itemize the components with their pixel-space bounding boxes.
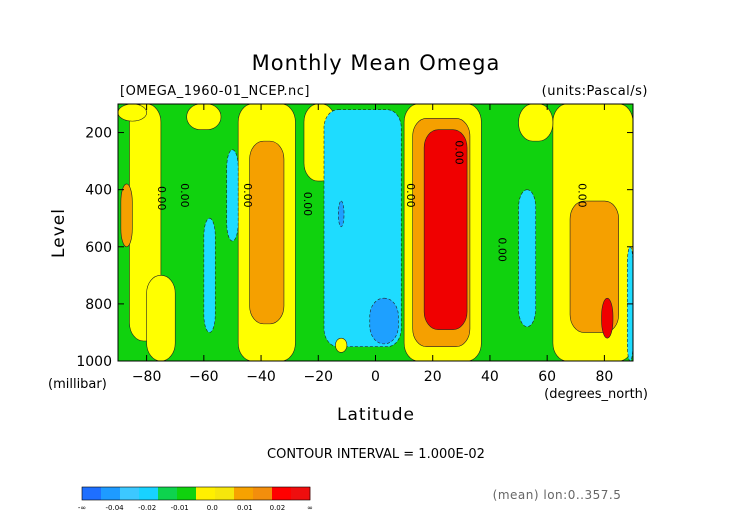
plot-area: 0.00 0.00 0.00 0.00 0.00 0.00 0.00 0.00 −80 −60 −4…	[76, 103, 634, 385]
x-tick-label-7: 60	[538, 369, 556, 385]
y-axis-label: Level	[49, 208, 69, 258]
x-tick-label-5: 20	[424, 369, 442, 385]
contour-region-2	[146, 275, 176, 361]
colorbar-swatch-6	[196, 487, 216, 500]
contour-region-8	[186, 104, 222, 130]
footnote-label: (mean) lon:0..357.5	[493, 488, 622, 502]
colorbar-frame	[81, 486, 311, 501]
x-tick-label-1: −60	[189, 369, 219, 385]
colorbar: -∞ -0.04 -0.02 -0.01 0.0 0.01 0.02 ∞	[78, 486, 313, 512]
x-tick-label-8: 80	[595, 369, 613, 385]
contour-interval-label: CONTOUR INTERVAL = 1.000E-02	[267, 447, 485, 462]
file-label: [OMEGA_1960-01_NCEP.nc]	[120, 84, 310, 99]
contour-region-19	[601, 297, 614, 339]
colorbar-swatch-9	[253, 487, 273, 500]
colorbar-swatch-5	[177, 487, 197, 500]
colorbar-label-2: -0.02	[138, 504, 156, 512]
contour-label-1: 0.00	[178, 183, 191, 208]
x-tick-label-2: −40	[246, 369, 276, 385]
units-label: (units:Pascal/s)	[542, 84, 648, 99]
contour-label-6: 0.00	[496, 237, 509, 262]
contour-label-7: 0.00	[576, 183, 589, 208]
y-tick-label-0: 200	[85, 126, 112, 142]
x-axis-units: (degrees_north)	[544, 387, 648, 402]
colorbar-swatch-0	[82, 487, 102, 500]
contour-label-0: 0.00	[155, 186, 168, 211]
contour-label-4: 0.00	[404, 183, 417, 208]
colorbar-label-0: -∞	[78, 504, 86, 512]
contour-region-12	[338, 200, 345, 228]
contour-label-3: 0.00	[301, 192, 314, 217]
colorbar-swatch-4	[158, 487, 178, 500]
contour-region-21	[335, 337, 348, 353]
colorbar-label-1: -0.04	[106, 504, 125, 512]
contour-region-7	[118, 104, 147, 122]
y-tick-label-1: 400	[85, 183, 112, 199]
chart-title: Monthly Mean Omega	[252, 51, 501, 75]
contour-region-3	[120, 183, 133, 248]
x-tick-label-4: 0	[371, 369, 380, 385]
contour-label-5: 0.00	[453, 140, 466, 165]
x-axis-label: Latitude	[337, 405, 415, 425]
x-tick-label-6: 40	[481, 369, 499, 385]
contour-region-5	[249, 140, 285, 325]
colorbar-swatch-10	[272, 487, 292, 500]
colorbar-swatch-8	[234, 487, 254, 500]
colorbar-label-3: -0.01	[171, 504, 189, 512]
colorbar-swatch-11	[291, 487, 311, 500]
colorbar-swatch-7	[215, 487, 235, 500]
contour-region-20	[518, 104, 554, 142]
x-tick-label-0: −80	[132, 369, 162, 385]
y-tick-label-2: 600	[85, 240, 112, 256]
colorbar-label-7: ∞	[307, 504, 313, 512]
contour-region-10	[226, 149, 239, 242]
contour-fill-group: 0.00 0.00 0.00 0.00 0.00 0.00 0.00 0.00	[118, 104, 633, 361]
contour-region-16	[423, 129, 468, 330]
colorbar-swatch-3	[139, 487, 159, 500]
colorbar-swatch-1	[101, 487, 121, 500]
colorbar-swatch-2	[120, 487, 140, 500]
colorbar-label-6: 0.02	[270, 504, 286, 512]
y-tick-label-3: 800	[85, 297, 112, 313]
y-tick-label-4: 1000	[76, 354, 112, 370]
colorbar-label-4: 0.0	[207, 504, 218, 512]
contour-label-2: 0.00	[241, 183, 254, 208]
colorbar-label-5: 0.01	[237, 504, 253, 512]
x-tick-label-3: −20	[304, 369, 334, 385]
contour-region-11	[323, 109, 402, 348]
contour-region-13	[369, 297, 399, 345]
contour-region-22	[518, 189, 537, 328]
contour-region-9	[203, 217, 216, 333]
y-axis-units: (millibar)	[48, 377, 107, 392]
